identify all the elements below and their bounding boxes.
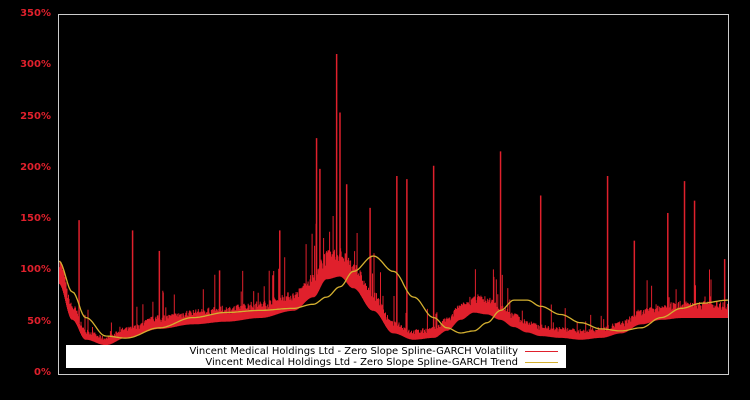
y-tick-label: 200% xyxy=(20,161,51,173)
y-tick-label: 0% xyxy=(34,367,51,378)
legend-swatch-red xyxy=(525,350,558,352)
y-tick-label: 100% xyxy=(20,264,51,276)
legend-label: Vincent Medical Holdings Ltd - Zero Slop… xyxy=(189,345,518,357)
chart-legend: Vincent Medical Holdings Ltd - Zero Slop… xyxy=(66,345,566,368)
legend-item-trend: Vincent Medical Holdings Ltd - Zero Slop… xyxy=(205,356,558,368)
y-tick-label: 300% xyxy=(20,59,51,71)
plot-frame xyxy=(58,14,729,375)
trend-line xyxy=(58,255,729,339)
y-tick-label: 150% xyxy=(20,213,51,225)
legend-item-volatility: Vincent Medical Holdings Ltd - Zero Slop… xyxy=(190,345,558,357)
y-tick-label: 50% xyxy=(27,315,51,327)
y-tick-label: 350% xyxy=(20,8,51,19)
y-tick-label: 250% xyxy=(20,110,51,122)
legend-label: Vincent Medical Holdings Ltd - Zero Slop… xyxy=(205,356,518,368)
legend-swatch-yellow xyxy=(525,361,558,363)
volatility-series xyxy=(58,53,729,346)
